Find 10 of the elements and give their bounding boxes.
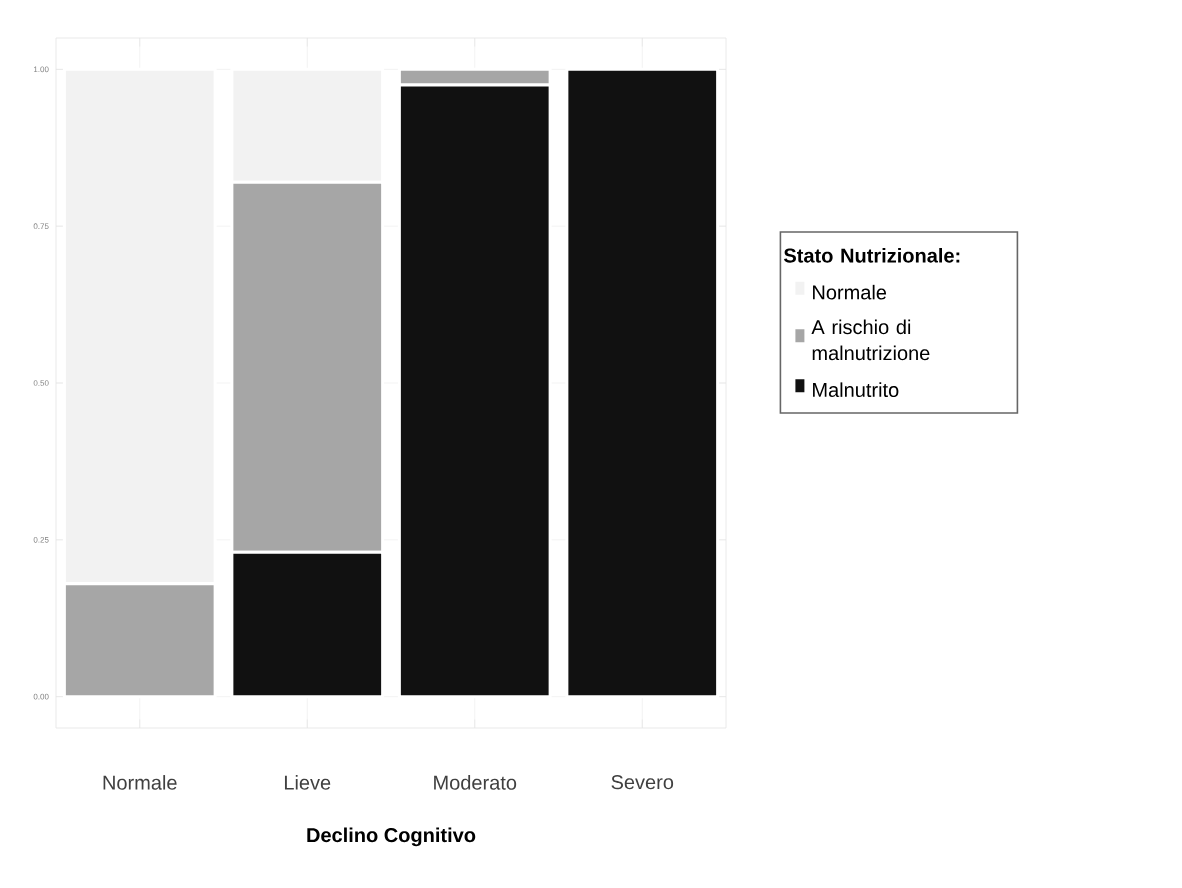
legend-title: Stato Nutrizionale: xyxy=(783,248,960,263)
legend-label: Normale xyxy=(813,284,887,300)
x-axis-title: Declino Cognitivo xyxy=(307,827,476,847)
x-tick-label: Severo xyxy=(611,775,674,790)
legend-label: A rischio di malnutrizione xyxy=(811,319,930,361)
x-tick-label: Moderato xyxy=(434,775,517,790)
bar xyxy=(565,67,720,699)
legend-label: Malnutrito xyxy=(813,382,899,398)
x-tick-label: Lieve xyxy=(284,775,331,790)
x-tick-label: Normale xyxy=(103,775,177,790)
